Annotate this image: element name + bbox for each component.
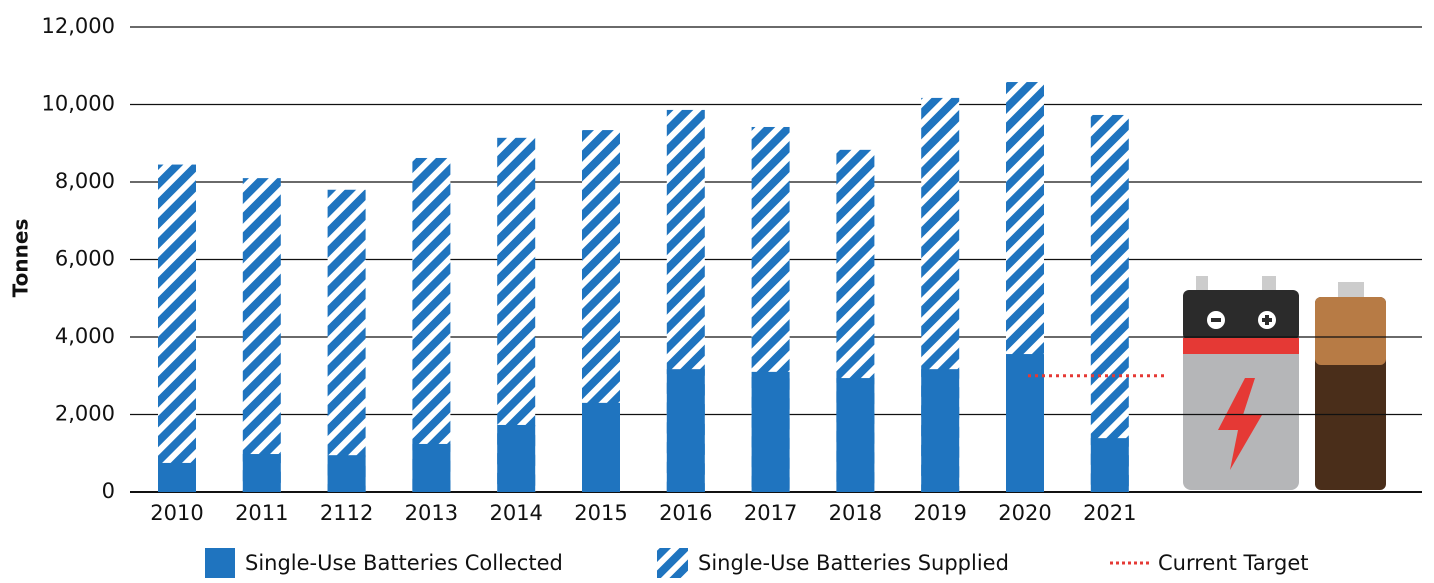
x-tick-label: 2014: [489, 501, 542, 525]
x-tick-label: 2015: [574, 501, 627, 525]
bar: [921, 369, 960, 492]
legend-swatch: [205, 548, 235, 578]
y-tick-label: 4,000: [55, 324, 115, 348]
y-tick-label: 12,000: [42, 14, 115, 38]
bar: [242, 178, 281, 492]
y-axis-label: Tonnes: [9, 219, 33, 298]
bar: [1090, 114, 1129, 493]
y-tick-label: 0: [102, 479, 115, 503]
battery-illustration: [1183, 276, 1386, 490]
legend-label: Single-Use Batteries Supplied: [698, 551, 1009, 575]
x-tick-label: 2016: [659, 501, 712, 525]
bar: [412, 443, 451, 492]
x-tick-label: 2021: [1083, 501, 1136, 525]
legend-label: Single-Use Batteries Collected: [245, 551, 563, 575]
bar: [582, 402, 620, 492]
legend-label: Current Target: [1158, 551, 1309, 575]
bar: [158, 164, 196, 492]
bar: [666, 369, 705, 492]
x-tick-label: 2020: [998, 501, 1051, 525]
legend-swatch: [657, 548, 688, 578]
x-tick-label: 2019: [913, 501, 966, 525]
bar: [1006, 354, 1044, 492]
legend: Single-Use Batteries Collected Single-Us…: [205, 548, 1309, 578]
x-tick-label: 2011: [235, 501, 288, 525]
x-tick-label: 2010: [150, 501, 203, 525]
bar: [327, 189, 366, 492]
y-tick-label: 10,000: [42, 92, 115, 116]
x-tick-label: 2018: [829, 501, 882, 525]
bar: [412, 157, 451, 492]
y-tick-label: 6,000: [55, 247, 115, 271]
bar: [836, 378, 875, 492]
bar: [158, 462, 196, 492]
x-tick-label: 2112: [320, 501, 373, 525]
y-tick-label: 8,000: [55, 169, 115, 193]
bar: [1090, 438, 1129, 492]
bar: [497, 424, 536, 492]
x-tick-label: 2017: [744, 501, 797, 525]
bar: [327, 455, 366, 492]
bar: [751, 371, 790, 492]
bar: [242, 454, 281, 492]
y-tick-label: 2,000: [55, 402, 115, 426]
x-tick-label: 2013: [405, 501, 458, 525]
